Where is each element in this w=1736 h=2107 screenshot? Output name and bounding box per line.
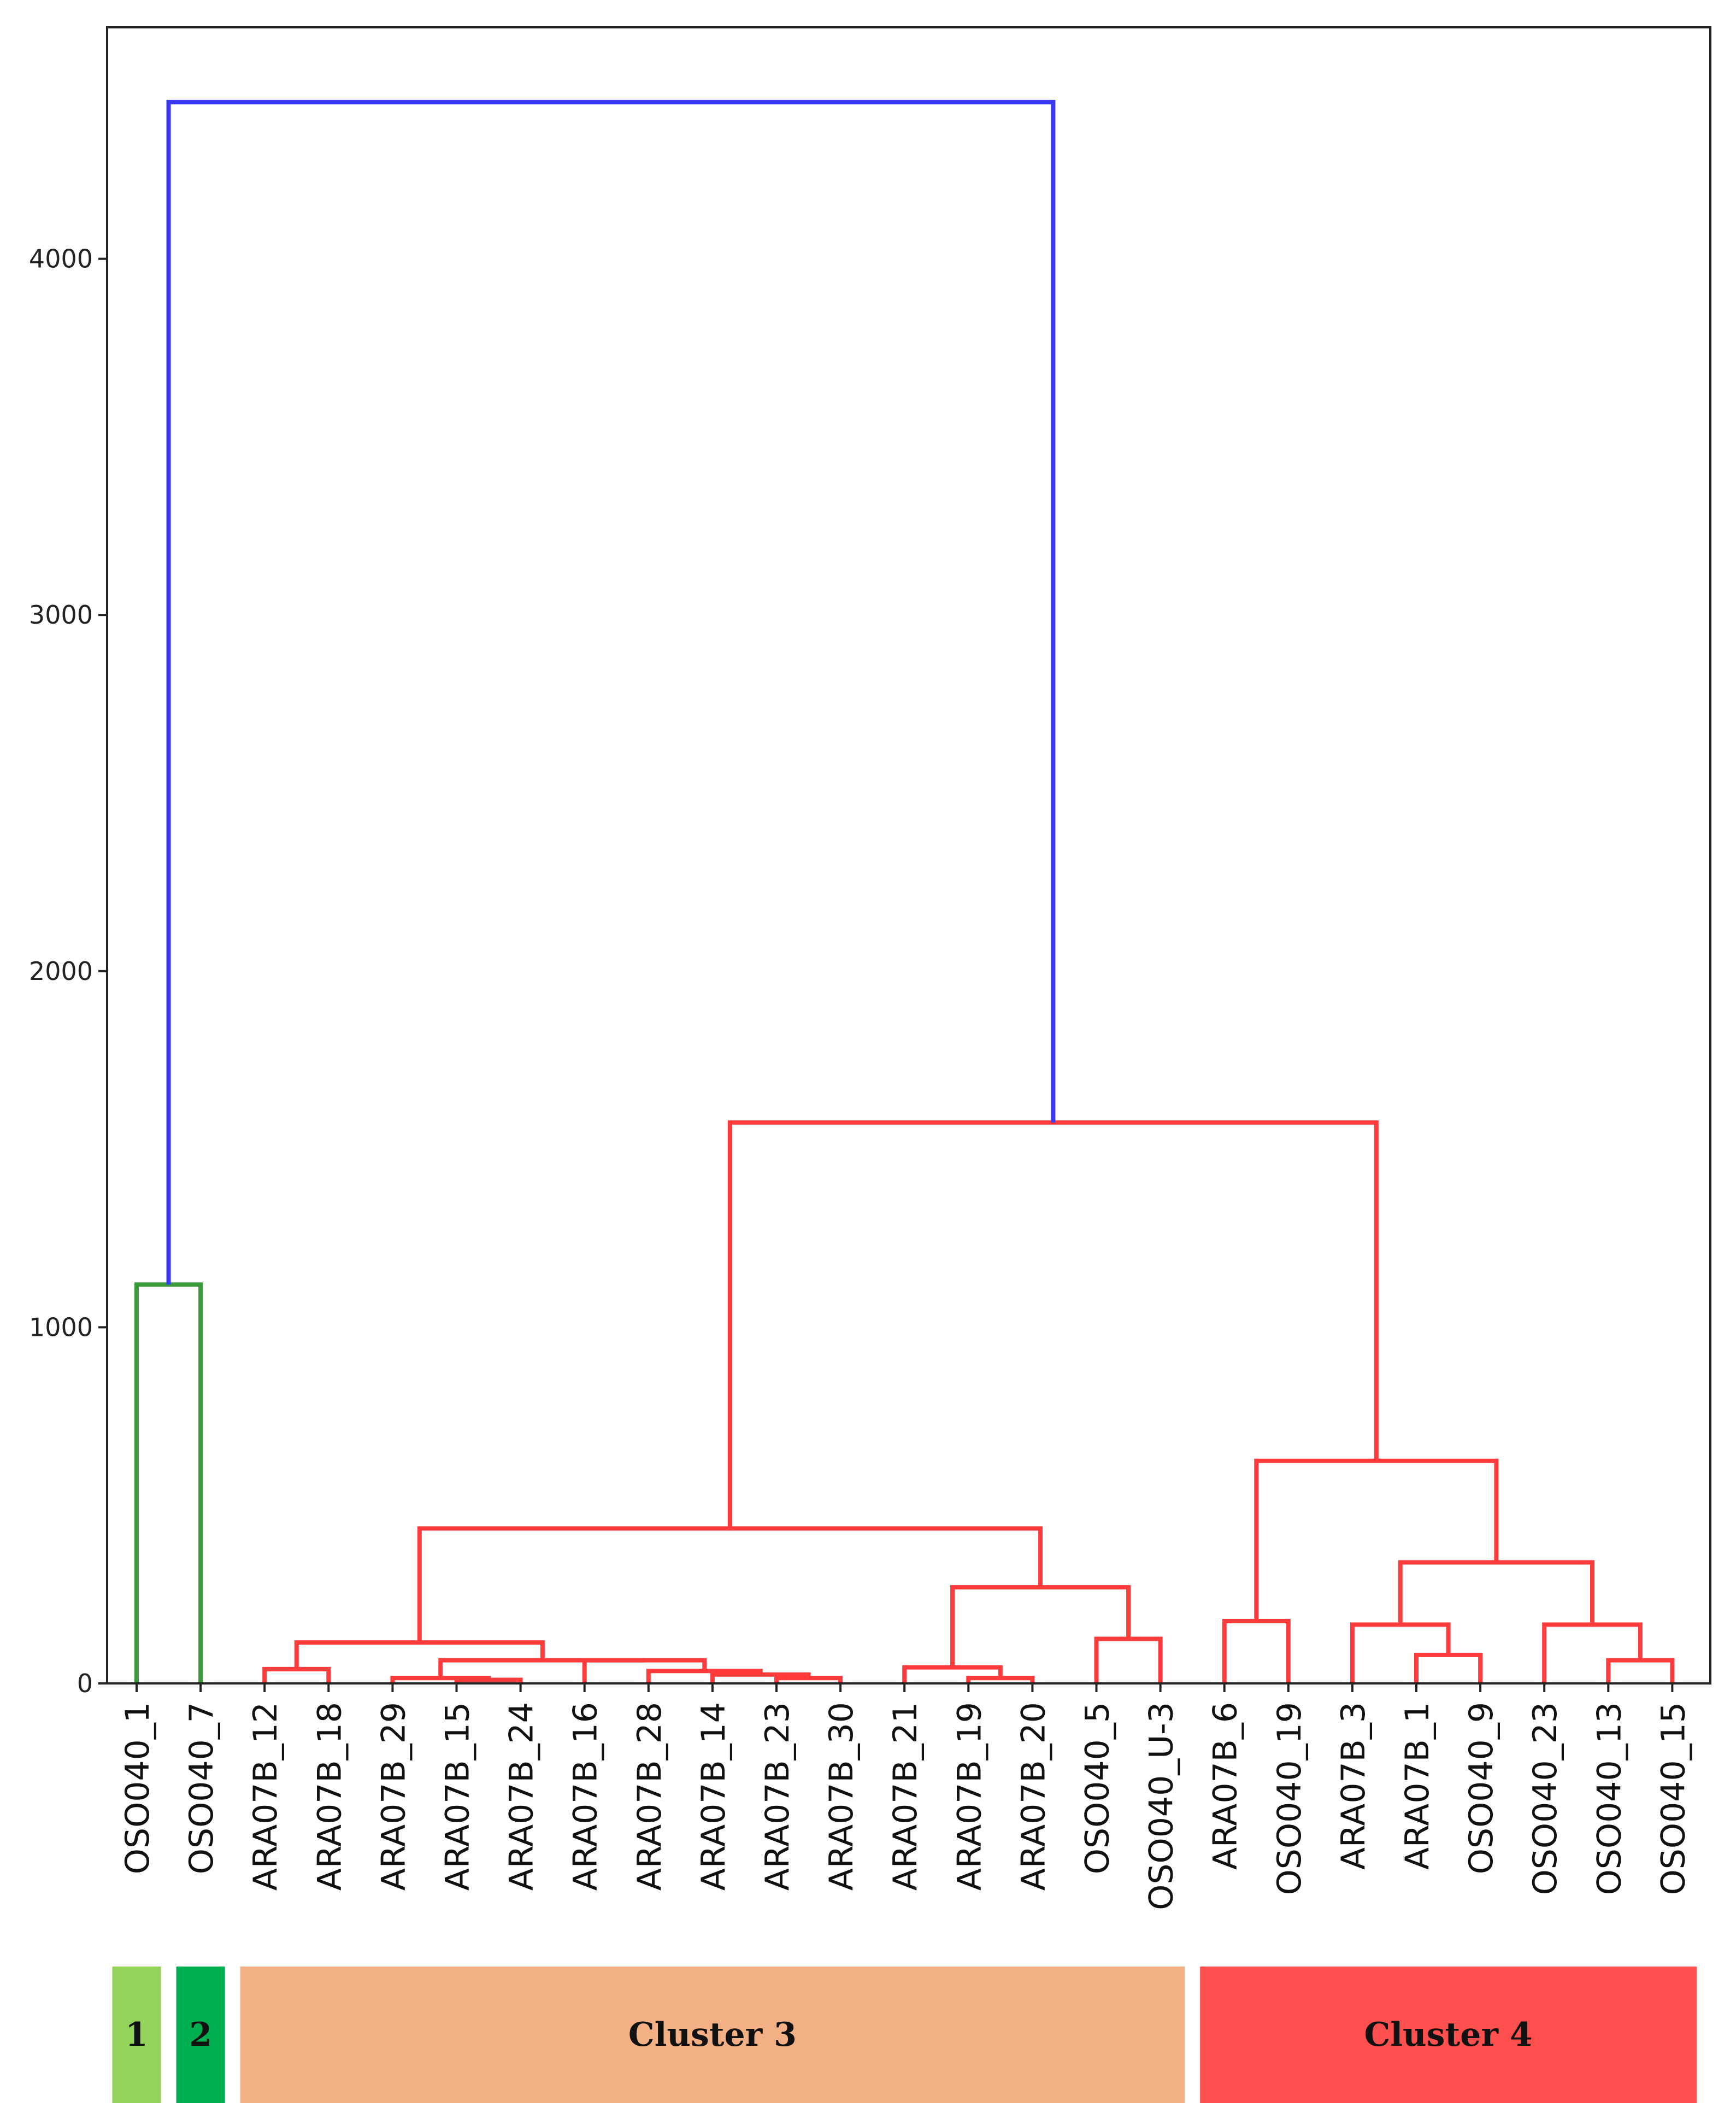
dendrogram-link — [417, 1526, 1043, 1643]
dendrogram-link — [950, 1585, 1131, 1668]
plot-frame — [106, 26, 1711, 1685]
leaf-label: ARA07B_14 — [695, 1702, 733, 1891]
cluster-band-label: Cluster 4 — [1364, 2016, 1533, 2054]
dendrogram-link — [1398, 1560, 1595, 1625]
dendrogram-link — [1542, 1622, 1643, 1683]
cluster-bands: 1 2 Cluster 3 Cluster 4 — [112, 1967, 1697, 2103]
y-tick-label: 1000 — [29, 1312, 93, 1342]
dendrogram-link — [646, 1669, 763, 1683]
leaf-label: OSO040_U-3 — [1143, 1702, 1181, 1910]
dendrogram-link — [902, 1665, 1003, 1683]
dendrogram-link — [166, 99, 1056, 1285]
leaf-label: ARA07B_21 — [886, 1702, 925, 1891]
dendrogram-link — [1222, 1618, 1291, 1683]
leaf-label: ARA07B_23 — [758, 1702, 797, 1891]
leaf-label: ARA07B_29 — [374, 1702, 413, 1891]
dendrogram-link — [294, 1640, 545, 1669]
dendrogram-links — [134, 99, 1675, 1683]
leaf-label: ARA07B_6 — [1207, 1702, 1245, 1870]
dendrogram-link — [390, 1676, 491, 1683]
leaf-label: ARA07B_16 — [567, 1702, 605, 1891]
cluster-band — [112, 1967, 161, 2103]
leaf-label: OSO040_5 — [1079, 1702, 1117, 1874]
y-tick-label: 2000 — [29, 956, 93, 986]
y-tick-label: 0 — [77, 1669, 93, 1698]
dendrogram-link — [134, 1282, 203, 1683]
cluster-band-label: 1 — [125, 2016, 148, 2054]
cluster-band — [176, 1967, 225, 2103]
dendrogram-link — [438, 1658, 645, 1678]
leaf-labels: OSO040_1 OSO040_7 ARA07B_12 ARA07B_18 ARA07B… — [119, 1683, 1692, 1910]
leaf-label: ARA07B_1 — [1398, 1702, 1437, 1870]
cluster-band — [240, 1967, 1185, 2103]
leaf-label: OSO040_13 — [1590, 1702, 1628, 1895]
dendrogram-link — [710, 1672, 811, 1683]
leaf-label: OSO040_15 — [1654, 1702, 1692, 1895]
leaf-label: ARA07B_15 — [439, 1702, 477, 1891]
leaf-label: ARA07B_28 — [631, 1702, 669, 1891]
cluster-band-label: Cluster 3 — [628, 2016, 797, 2054]
leaf-label: OSO040_19 — [1270, 1702, 1309, 1895]
leaf-label: ARA07B_3 — [1334, 1702, 1373, 1870]
cluster-band-label: 2 — [189, 2016, 212, 2054]
cluster-band — [1200, 1967, 1697, 2103]
leaf-label: ARA07B_12 — [246, 1702, 285, 1891]
leaf-label: ARA07B_19 — [950, 1702, 988, 1891]
dendrogram-link — [1606, 1658, 1675, 1683]
dendrogram-link — [262, 1666, 331, 1683]
y-tick-label: 4000 — [29, 244, 93, 274]
leaf-label: OSO040_23 — [1526, 1702, 1564, 1895]
y-axis: 0 1000 2000 3000 4000 — [29, 244, 107, 1698]
leaf-label: ARA07B_24 — [503, 1702, 541, 1891]
leaf-label: OSO040_1 — [119, 1702, 157, 1874]
dendrogram-link — [1094, 1636, 1163, 1683]
dendrogram-link — [1414, 1652, 1483, 1683]
dendrogram-link — [1254, 1458, 1499, 1621]
leaf-label: ARA07B_18 — [310, 1702, 349, 1891]
leaf-label: ARA07B_20 — [1014, 1702, 1052, 1891]
dendrogram-link — [966, 1676, 1035, 1683]
leaf-label: OSO040_9 — [1462, 1702, 1500, 1874]
leaf-label: OSO040_7 — [183, 1702, 221, 1874]
dendrogram-link — [774, 1676, 843, 1683]
dendrogram-link — [727, 1120, 1379, 1529]
leaf-label: ARA07B_30 — [822, 1702, 861, 1891]
y-tick-label: 3000 — [29, 600, 93, 630]
